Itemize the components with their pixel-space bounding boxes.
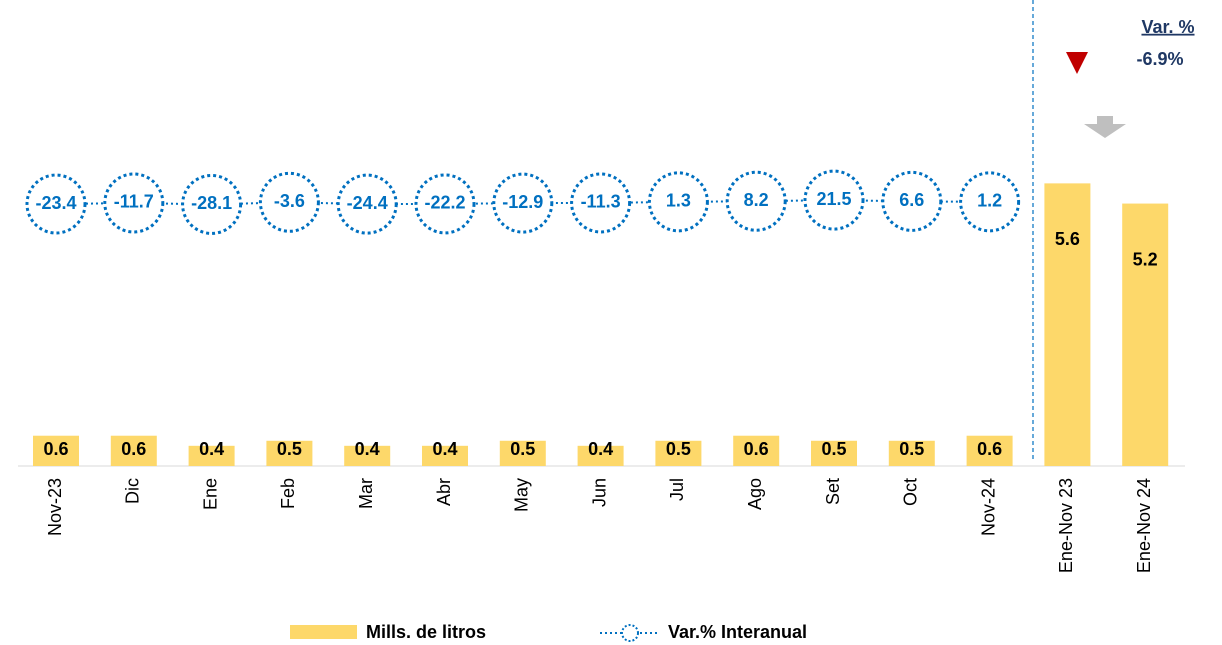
value-label: 21.5 [816,189,851,209]
bar [1044,183,1091,466]
marker [25,173,87,235]
x-tick-label: Nov-24 [978,478,998,536]
value-label: 0.5 [899,439,924,459]
value-label: 8.2 [744,190,769,210]
x-tick-label: Abr [434,478,454,506]
value-label: -24.4 [347,193,388,213]
marker [181,173,243,235]
value-label: 1.2 [977,191,1002,211]
value-label: 0.6 [43,439,68,459]
value-label: 0.4 [588,439,613,459]
bar [577,445,624,466]
marker [492,172,554,234]
bar [811,440,857,466]
x-tick-label: Set [823,478,843,505]
x-tick-label: Ene-Nov 23 [1056,478,1076,573]
value-label: -23.4 [35,193,76,213]
value-label: 0.4 [355,439,380,459]
value-label: -12.9 [502,192,543,212]
x-tick-label: May [512,478,532,512]
marker [959,171,1021,233]
value-label: 0.6 [744,439,769,459]
value-label: 0.5 [510,439,535,459]
value-label: 0.6 [121,439,146,459]
marker [103,172,165,234]
value-label: 1.3 [666,191,691,211]
x-tick-label: Oct [901,478,921,506]
x-tick-label: Ene-Nov 24 [1134,478,1154,573]
x-tick-label: Feb [278,478,298,509]
value-label: 5.2 [1133,249,1158,269]
marker [336,173,398,235]
x-tick-label: Jun [589,478,609,507]
down-arrow [1066,52,1088,74]
marker [570,172,632,234]
annotation: Var. % [1141,17,1194,37]
value-label: 0.6 [977,439,1002,459]
value-label: 0.5 [821,439,846,459]
x-tick-label: Jul [667,478,687,501]
x-tick-label: Dic [123,478,143,504]
legend-swatch [621,624,639,642]
x-tick-label: Ago [745,478,765,510]
bar [266,440,313,466]
marker [803,169,865,231]
marker [881,170,943,232]
value-label: 0.4 [199,439,224,459]
bar [733,435,780,466]
x-tick-label: Ene [200,478,220,510]
bar [1122,203,1169,466]
value-label: -11.3 [581,192,621,212]
value-label: -22.2 [424,193,465,213]
marker [647,171,709,233]
value-label: 6.6 [899,190,924,210]
value-label: 0.4 [432,439,457,459]
bar [344,445,391,466]
bar [966,435,1013,466]
bar [422,445,468,466]
legend-label: Var.% Interanual [668,622,807,642]
bar [888,440,935,466]
value-label: -11.7 [114,192,154,212]
bar [655,440,702,466]
value-label: 0.5 [277,439,302,459]
legend-label: Mills. de litros [366,622,486,642]
marker [414,173,476,235]
arrow [1084,116,1126,138]
bar [110,435,157,466]
marker [258,171,320,233]
value-label: -3.6 [274,191,305,211]
bar [188,445,235,466]
annotation: -6.9% [1136,49,1183,69]
bar [33,435,79,466]
value-label: -28.1 [191,193,232,213]
bar [499,440,546,466]
marker [725,170,787,232]
value-label: 0.5 [666,439,691,459]
x-tick-label: Nov-23 [45,478,65,536]
x-tick-label: Mar [356,478,376,509]
value-label: 5.6 [1055,229,1080,249]
legend-swatch [290,625,357,639]
